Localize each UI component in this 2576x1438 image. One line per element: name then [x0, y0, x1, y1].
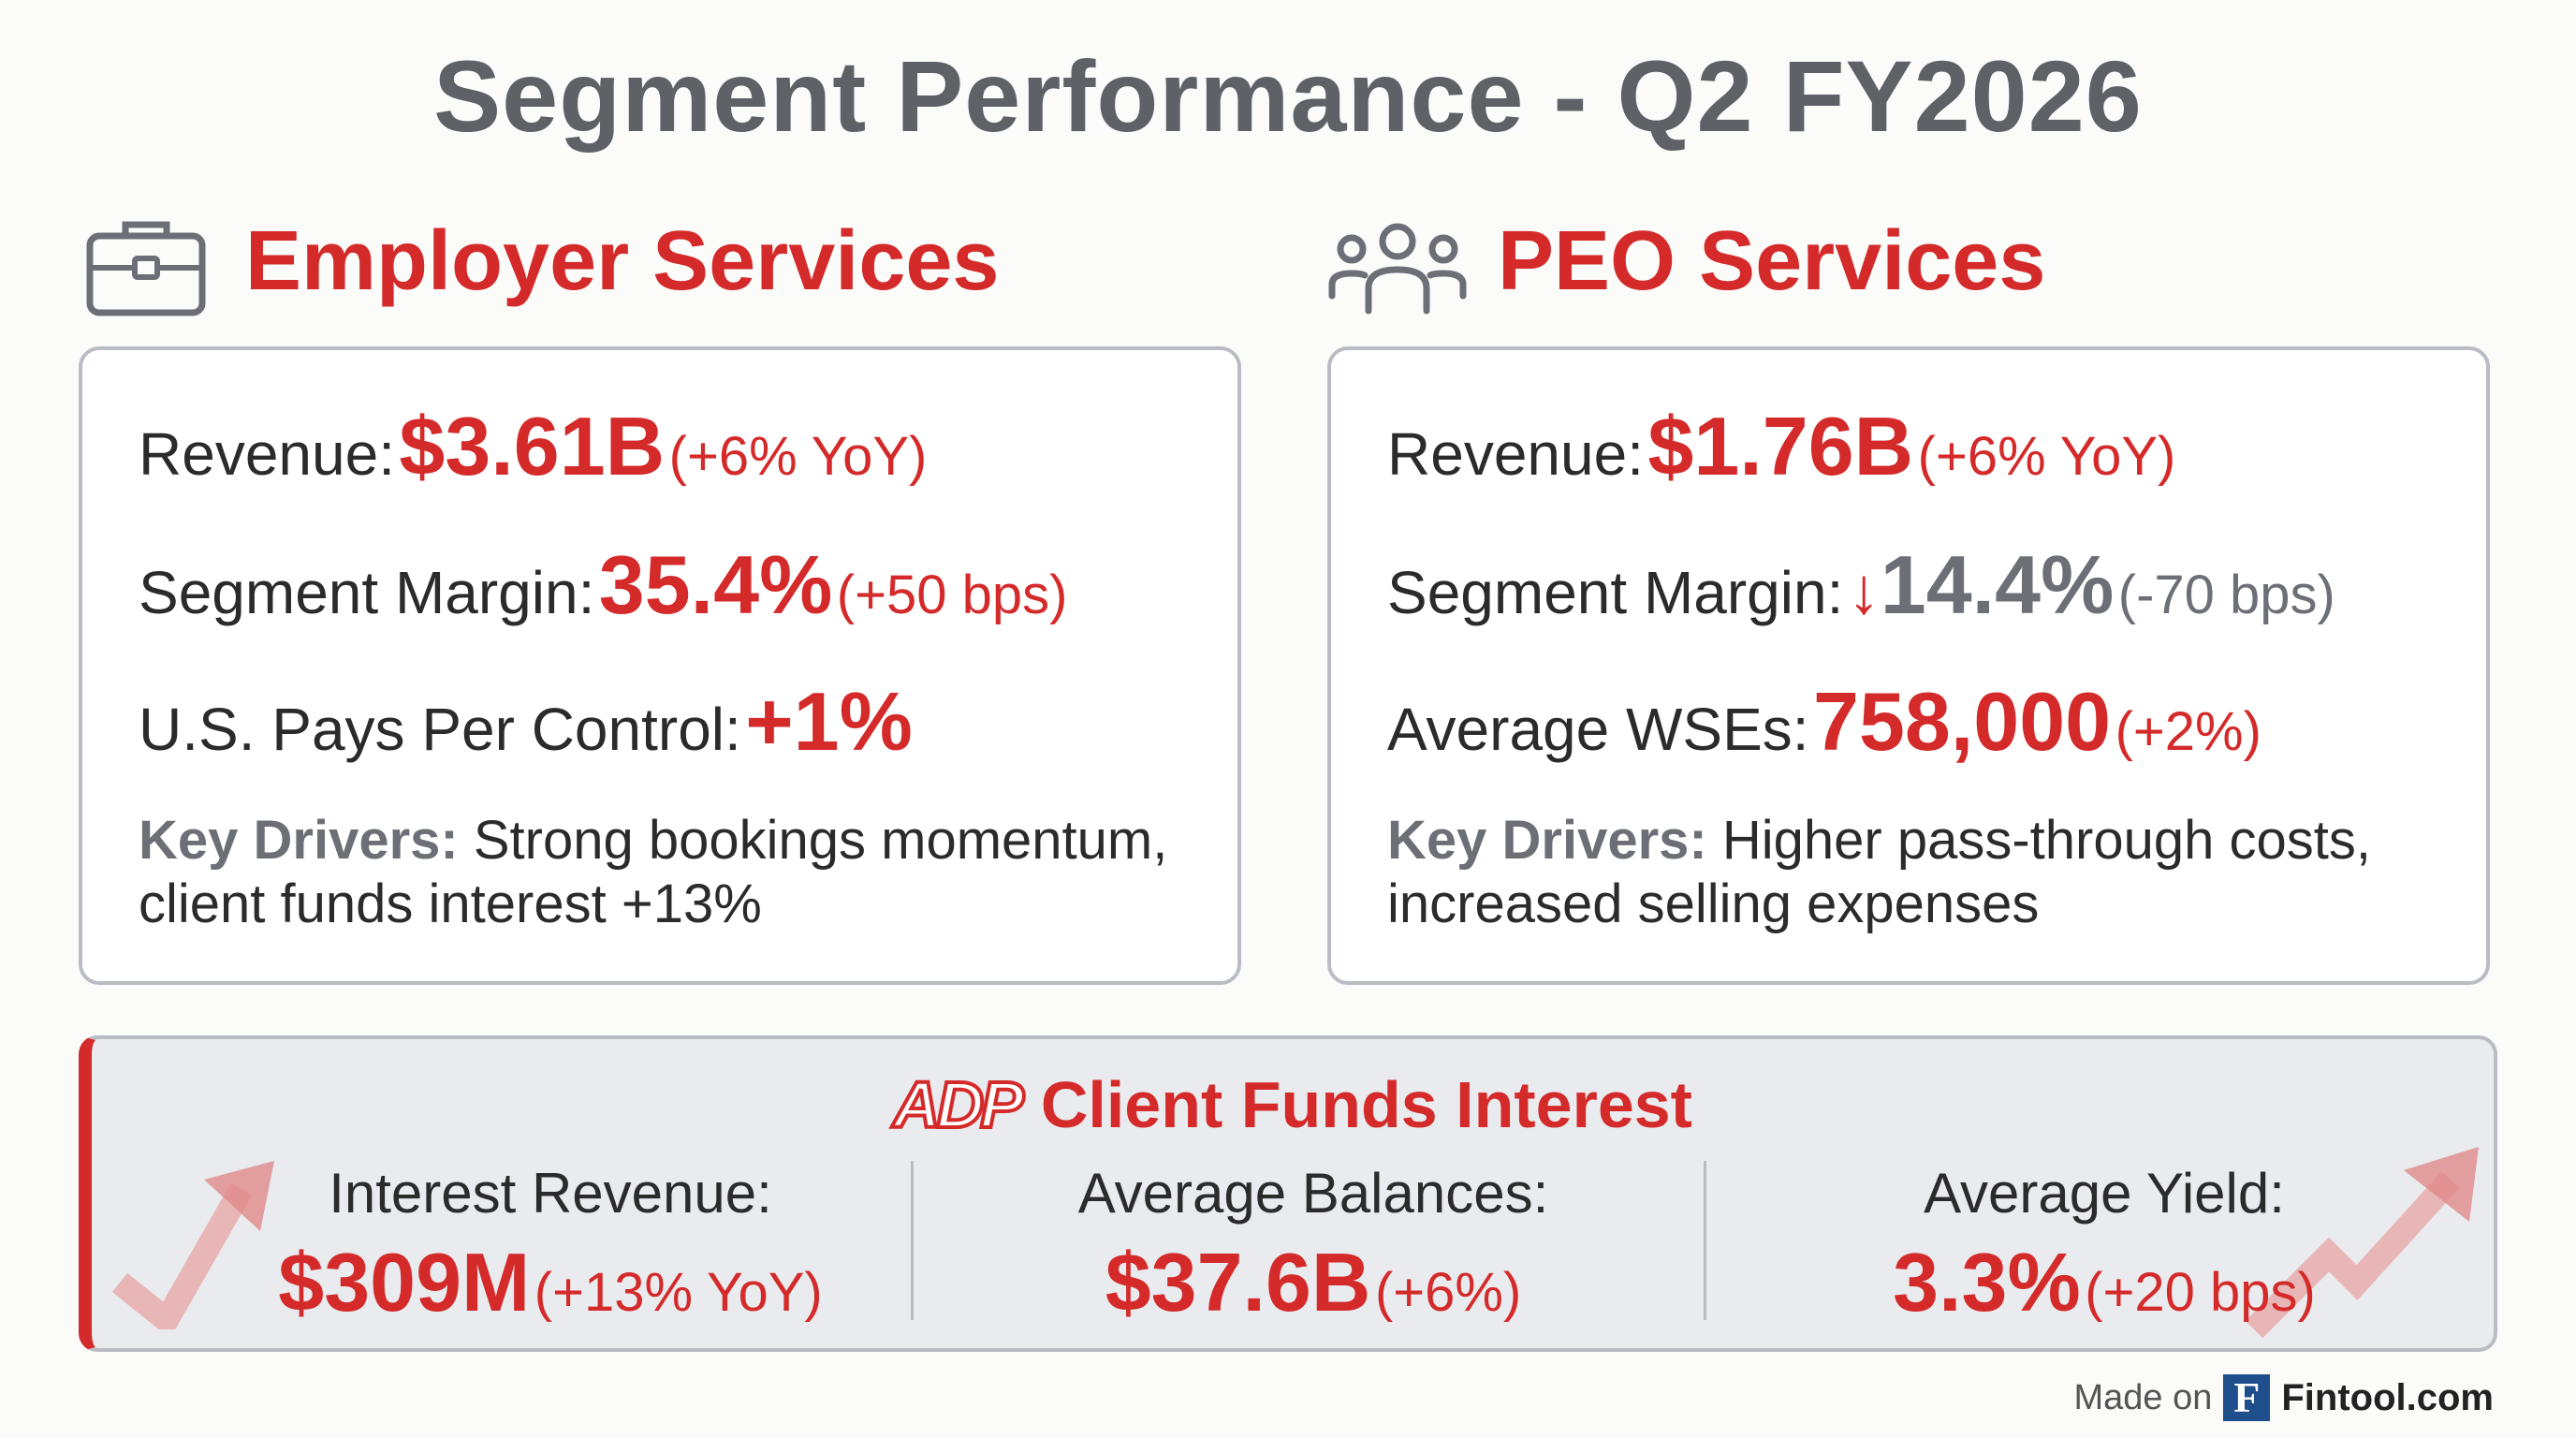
peo-key-drivers: Key Drivers: Higher pass-through costs, … [1387, 809, 2454, 936]
label: Interest Revenue: [329, 1162, 772, 1225]
change: (+20 bps) [2085, 1262, 2316, 1323]
change: (+50 bps) [836, 565, 1068, 625]
trend-up-arrow-icon [2245, 1147, 2479, 1339]
users-icon [1328, 223, 1467, 315]
page-title: Segment Performance - Q2 FY2026 [433, 39, 2143, 153]
employer-services-title: Employer Services [245, 214, 1000, 308]
value: $1.76B [1647, 400, 1914, 492]
divider [1704, 1161, 1706, 1320]
briefcase-icon [86, 221, 206, 316]
metric-average-balances: Average Balances: $37.6B (+6%) [925, 1161, 1702, 1330]
fintool-logo-icon: F [2223, 1374, 2271, 1421]
adp-logo: ADP [891, 1066, 1026, 1143]
peo-margin-row: Segment Margin: ↓14.4% (-70 bps) [1387, 537, 2335, 633]
peo-revenue-row: Revenue: $1.76B (+6% YoY) [1387, 399, 2175, 494]
label: Segment Margin: [139, 559, 595, 626]
label: Average Balances: [1077, 1162, 1549, 1225]
value: 14.4% [1880, 538, 2115, 631]
down-arrow-icon: ↓ [1847, 554, 1881, 627]
change: (+2%) [2115, 701, 2261, 762]
divider [911, 1161, 914, 1320]
label: Average WSEs: [1387, 696, 1809, 763]
change: (+6% YoY) [668, 426, 928, 487]
employer-revenue-row: Revenue: $3.61B (+6% YoY) [139, 399, 927, 494]
text: Strong bookings momentum, client funds i… [139, 810, 1168, 934]
client-funds-panel: ADP Client Funds Interest Interest Revenu… [79, 1035, 2497, 1352]
value: $309M [278, 1236, 531, 1328]
label: Revenue: [139, 420, 395, 488]
footer-attribution[interactable]: Made on F Fintool.com [2073, 1374, 2494, 1421]
value: $3.61B [399, 400, 666, 492]
peo-wse-row: Average WSEs: 758,000 (+2%) [1387, 674, 2261, 770]
label: U.S. Pays Per Control: [139, 696, 741, 763]
value: 758,000 [1813, 675, 2112, 768]
metric-interest-revenue: Interest Revenue: $309M (+13% YoY) [176, 1161, 925, 1330]
employer-key-drivers: Key Drivers: Strong bookings momentum, c… [139, 809, 1206, 936]
label: Segment Margin: [1387, 559, 1844, 626]
client-funds-title: ADP Client Funds Interest [92, 1066, 2494, 1143]
change: (+13% YoY) [534, 1262, 823, 1323]
footer-prefix: Made on [2073, 1377, 2213, 1417]
label: Key Drivers: [1387, 810, 1707, 871]
label: Key Drivers: [139, 810, 459, 871]
text: Higher pass-through costs, increased sel… [1387, 810, 2371, 934]
employer-services-card: Revenue: $3.61B (+6% YoY) Segment Margin… [79, 346, 1241, 985]
trend-up-arrow-icon [111, 1161, 274, 1329]
employer-margin-row: Segment Margin: 35.4% (+50 bps) [139, 537, 1067, 633]
employer-pays-row: U.S. Pays Per Control: +1% [139, 674, 913, 770]
metric-average-yield: Average Yield: 3.3% (+20 bps) [1720, 1161, 2488, 1330]
change: (-70 bps) [2117, 565, 2335, 625]
value: 3.3% [1893, 1236, 2081, 1328]
change: (+6%) [1374, 1262, 1522, 1323]
label: Revenue: [1387, 420, 1644, 488]
peo-services-title: PEO Services [1498, 214, 2046, 308]
value: 35.4% [598, 538, 833, 631]
peo-services-card: Revenue: $1.76B (+6% YoY) Segment Margin… [1327, 346, 2490, 985]
title-text: Client Funds Interest [1040, 1068, 1692, 1141]
value: $37.6B [1105, 1236, 1371, 1328]
value: +1% [745, 675, 913, 768]
fintool-link[interactable]: Fintool.com [2281, 1376, 2494, 1418]
label: Average Yield: [1924, 1162, 2285, 1225]
change: (+6% YoY) [1917, 426, 2176, 487]
